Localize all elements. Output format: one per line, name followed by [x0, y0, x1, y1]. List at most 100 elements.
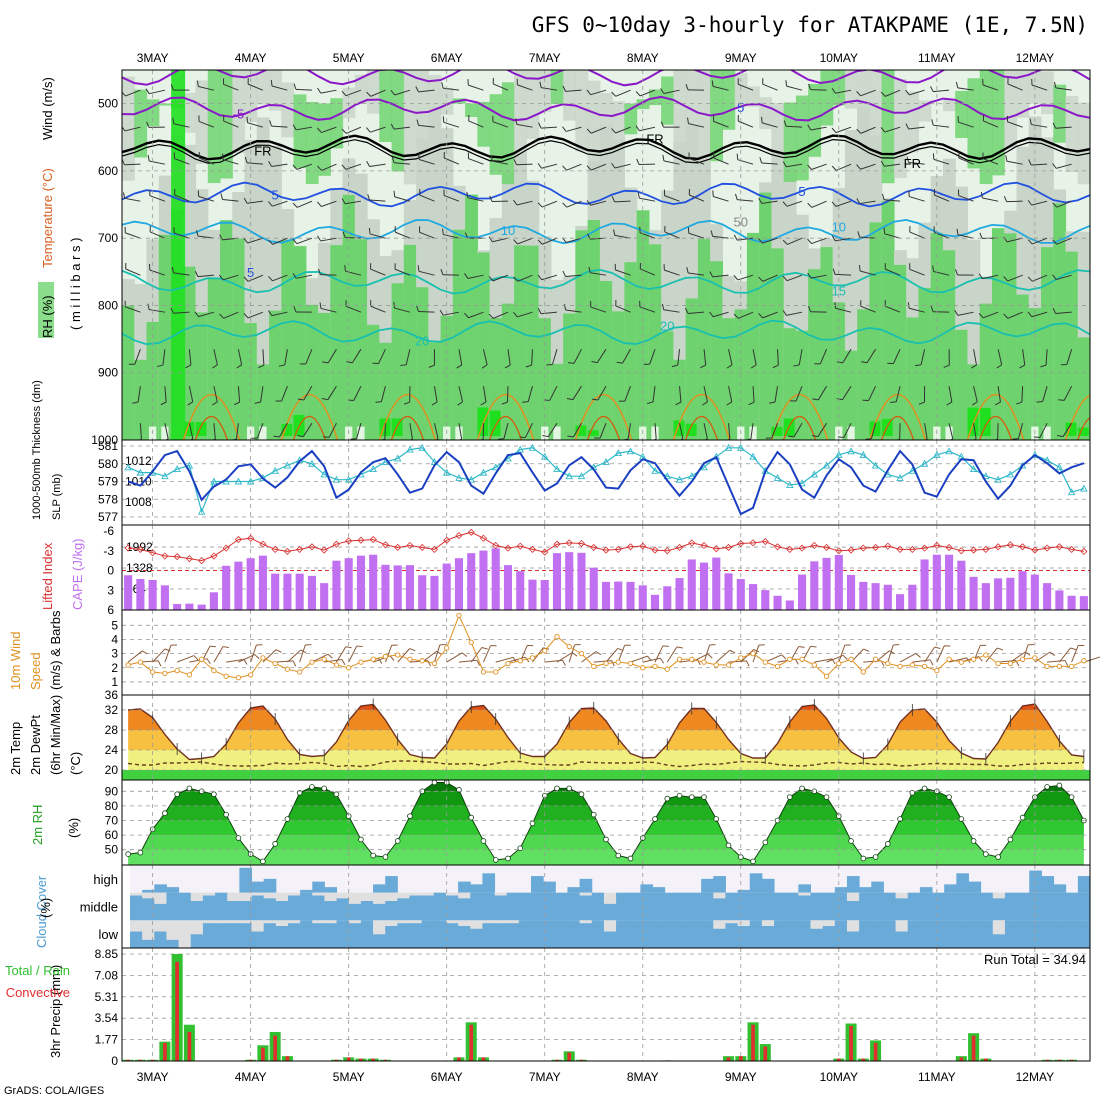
cloud-low-bar — [360, 920, 374, 948]
cloud-middle-bar — [300, 892, 313, 921]
wind-speed-point — [333, 662, 340, 668]
rh-upper-cell — [783, 102, 797, 182]
isotherm-label: 10 — [501, 223, 515, 238]
rh-green-cell — [697, 239, 711, 440]
rh-band — [128, 805, 1084, 821]
rh-point — [688, 794, 695, 800]
isotherm-label: 5 — [737, 100, 744, 115]
wind-barb-flag — [660, 88, 665, 94]
rh-band — [128, 820, 1084, 836]
wind-barb — [443, 311, 460, 316]
wind-barb — [237, 386, 241, 403]
rh-upper-cell — [746, 86, 760, 107]
cape-bar — [834, 555, 843, 610]
cloud-high-bar — [1053, 884, 1067, 893]
wind-barb — [614, 234, 631, 239]
wind-barb-flag — [758, 238, 763, 244]
rh-dry-cell — [1043, 426, 1051, 440]
cloud-low-bar — [603, 931, 617, 948]
wind-barb — [652, 386, 656, 403]
cloud-middle-bar — [275, 900, 289, 921]
surface-wind-barb — [814, 658, 833, 663]
wind-barb-flag — [956, 228, 959, 235]
li-point — [149, 549, 157, 557]
wind-barb — [384, 423, 386, 440]
surface-wind-barb-flag — [222, 646, 229, 649]
rh-point — [321, 785, 327, 792]
rh-green-cell — [918, 287, 932, 440]
li-point — [982, 545, 990, 553]
wind-barb-flag — [930, 86, 934, 92]
wind-barb — [761, 200, 778, 204]
wind-barb — [982, 84, 999, 91]
cloud-middle-bar — [786, 892, 799, 921]
cape-bar — [430, 575, 439, 610]
precip-convective-bar — [971, 1035, 976, 1061]
wind-barb — [885, 89, 901, 97]
wind-barb — [235, 423, 239, 440]
cape-bar — [528, 579, 537, 610]
wind-speed-point — [836, 660, 842, 667]
cloud-low-bar — [737, 925, 751, 948]
wind-barb-flag — [366, 160, 371, 167]
wind-barb-flag — [441, 82, 444, 89]
cape-bar — [871, 583, 880, 610]
surface-wind-barb-flag — [206, 658, 211, 665]
wind-barb-flag — [344, 265, 346, 272]
cloud-middle-bar — [190, 900, 204, 921]
rh-point — [1044, 784, 1050, 790]
wind-barb-flag — [1057, 435, 1064, 438]
li-point — [1031, 546, 1039, 554]
rh-point — [480, 838, 487, 844]
rh-point — [284, 816, 291, 822]
cloud-low-bar — [846, 931, 860, 948]
wind-barb — [590, 272, 607, 276]
wind-barb-flag — [513, 276, 519, 282]
surface-wind-barb-flag — [378, 658, 383, 664]
cape-bar — [222, 565, 231, 610]
cape-bar — [896, 594, 905, 610]
wind-barb-flag — [1003, 313, 1009, 319]
surface-wind-barb — [226, 658, 245, 663]
wind-barb — [246, 162, 263, 165]
wind-barb — [149, 89, 165, 95]
cloud-low-bar — [215, 923, 228, 948]
wind-barb — [973, 386, 978, 402]
thickness-point — [614, 449, 623, 457]
wind-barb-flag — [542, 435, 549, 438]
cloud-low-bar — [676, 920, 690, 948]
li-point — [541, 548, 549, 556]
surface-wind-barb-flag — [327, 653, 333, 659]
wind-barb — [640, 268, 656, 276]
wind-barb — [948, 386, 953, 403]
wind-barb-flag — [435, 438, 439, 440]
rh-bright-cell — [1065, 422, 1077, 436]
cloud-low-bar — [616, 920, 629, 948]
cloud-high-bar — [968, 881, 982, 893]
wind-barb — [1056, 200, 1072, 208]
rh-green-cell — [746, 232, 760, 440]
cloud-gap-low — [409, 920, 423, 924]
wind-barb-flag — [1058, 399, 1065, 401]
wind-barb — [345, 305, 362, 313]
cloud-gap-low — [846, 920, 860, 932]
rh-dry-cell — [161, 426, 169, 440]
wind-barb-flag — [270, 79, 273, 87]
rh-upper-cell — [501, 82, 515, 185]
boundary-layer-isotherm — [880, 416, 915, 440]
wind-barb — [590, 200, 607, 206]
wind-barb-flag — [946, 401, 953, 406]
surface-wind-barb — [666, 646, 678, 663]
wind-barb-flag — [400, 364, 407, 367]
wind-speed-point — [517, 658, 523, 664]
wind-barb-flag — [409, 438, 413, 440]
wind-barb — [835, 237, 852, 242]
cloud-middle-bar — [142, 898, 155, 921]
wind-barb — [1006, 160, 1023, 165]
cloud-high-bar — [373, 884, 386, 893]
li-point — [332, 540, 340, 548]
wind-barb-flag — [366, 91, 372, 97]
rh-upper-cell — [207, 70, 221, 184]
